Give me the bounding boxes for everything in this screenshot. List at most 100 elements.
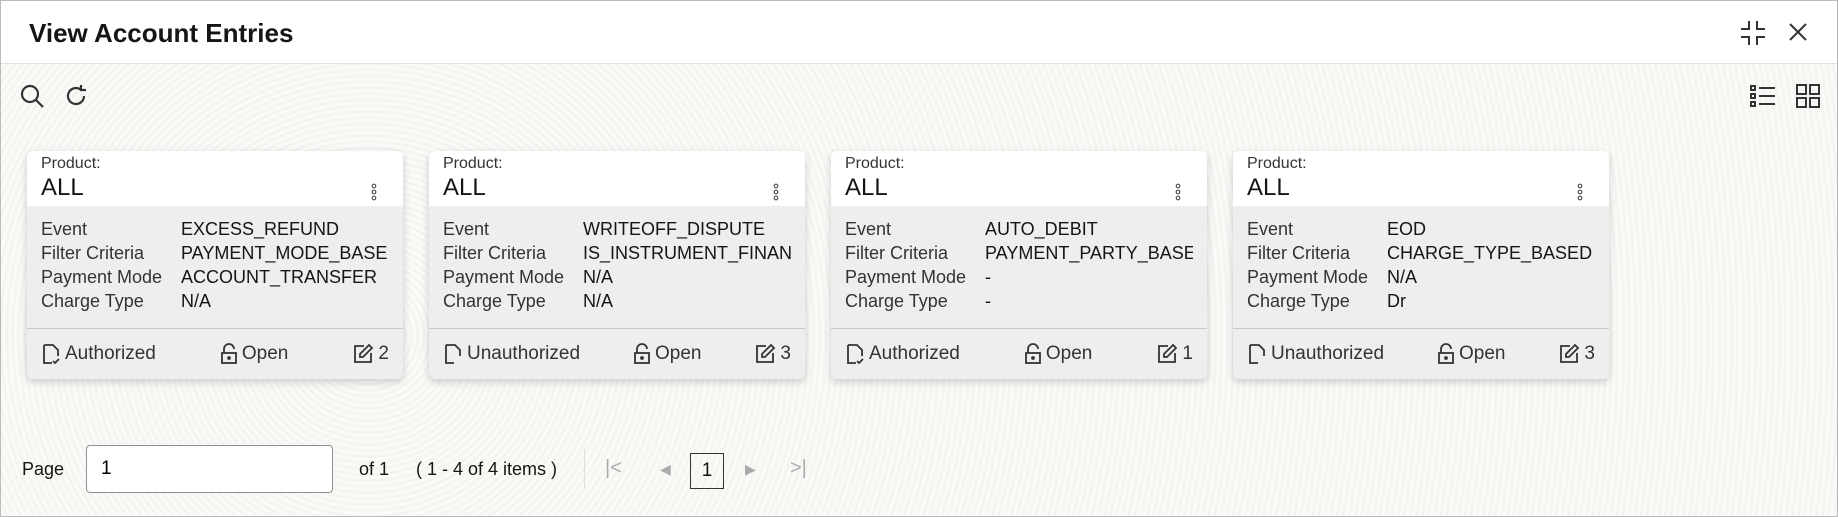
field-label: Event xyxy=(1247,219,1294,239)
detail-row: Payment Mode N/A xyxy=(443,265,791,289)
detail-row: Event EXCESS_REFUND xyxy=(41,217,389,241)
page-label: Page xyxy=(22,459,65,479)
edit-icon xyxy=(1158,343,1178,363)
product-value: ALL xyxy=(845,174,888,201)
field-value: EXCESS_REFUND xyxy=(181,219,340,239)
field-value: ACCOUNT_TRANSFER xyxy=(181,267,378,287)
more-options-icon[interactable] xyxy=(773,183,779,201)
edit-count[interactable]: 2 xyxy=(352,343,389,365)
field-label: Filter Criteria xyxy=(1247,243,1351,263)
detail-row: Charge Type Dr xyxy=(1247,289,1595,313)
first-page-icon[interactable]: |< xyxy=(605,457,622,479)
detail-row: Charge Type N/A xyxy=(443,289,791,313)
field-value: Dr xyxy=(1387,291,1406,311)
card-details: Event WRITEOFF_DISPUTE Filter Criteria IS_I… xyxy=(429,206,805,329)
minimize-icon[interactable] xyxy=(1739,19,1767,47)
field-label: Event xyxy=(443,219,490,239)
field-value: IS_INSTRUMENT_FINAN xyxy=(583,243,791,263)
field-label: Charge Type xyxy=(845,291,948,311)
search-icon[interactable] xyxy=(19,83,45,109)
detail-row: Filter Criteria CHARGE_TYPE_BASED xyxy=(1247,241,1595,265)
document-status-icon xyxy=(43,344,60,365)
refresh-icon[interactable] xyxy=(63,83,89,109)
field-label: Charge Type xyxy=(443,291,546,311)
field-value: N/A xyxy=(1387,267,1418,287)
field-label: Filter Criteria xyxy=(41,243,145,263)
field-value: WRITEOFF_DISPUTE xyxy=(583,219,766,239)
account-entry-card[interactable]: Product: ALL Event WRITEOFF_DISPUTE Filter… xyxy=(429,151,805,379)
product-label: Product: xyxy=(845,155,905,172)
account-entry-card[interactable]: Product: ALL Event EOD Filter Criteria CHAR… xyxy=(1233,151,1609,379)
field-label: Filter Criteria xyxy=(443,243,547,263)
field-value: CHARGE_TYPE_BASED xyxy=(1387,243,1593,263)
more-options-icon[interactable] xyxy=(1175,183,1181,201)
edit-icon xyxy=(1560,343,1580,363)
field-value: - xyxy=(985,291,991,311)
list-view-icon[interactable] xyxy=(1749,83,1777,109)
product-value: ALL xyxy=(41,174,84,201)
field-value: PAYMENT_MODE_BASE xyxy=(181,243,388,263)
field-label: Payment Mode xyxy=(1247,267,1369,287)
divider xyxy=(584,449,585,489)
field-label: Event xyxy=(41,219,88,239)
more-options-icon[interactable] xyxy=(1577,183,1583,201)
more-options-icon[interactable] xyxy=(371,183,377,201)
unlock-icon xyxy=(220,343,237,364)
field-value: EOD xyxy=(1387,219,1427,239)
field-label: Filter Criteria xyxy=(845,243,949,263)
previous-page-icon[interactable]: ◀ xyxy=(660,461,671,477)
last-page-icon[interactable]: >| xyxy=(790,457,807,479)
lock-status: Open xyxy=(220,343,288,365)
field-value: AUTO_DEBIT xyxy=(985,219,1098,239)
detail-row: Event AUTO_DEBIT xyxy=(845,217,1193,241)
close-icon[interactable] xyxy=(1785,19,1811,45)
status-badge: Authorized xyxy=(41,343,156,365)
field-label: Payment Mode xyxy=(443,267,565,287)
status-badge: Authorized xyxy=(845,343,960,365)
product-value: ALL xyxy=(1247,174,1290,201)
edit-count[interactable]: 3 xyxy=(754,343,791,365)
unlock-icon xyxy=(634,343,650,364)
current-page-button[interactable]: 1 xyxy=(690,453,724,489)
product-label: Product: xyxy=(443,155,503,172)
document-status-icon xyxy=(847,344,864,365)
page-title: View Account Entries xyxy=(29,18,294,48)
grid-view-icon[interactable] xyxy=(1795,83,1821,109)
unlock-icon xyxy=(1024,343,1041,364)
next-page-icon[interactable]: ▶ xyxy=(745,461,756,477)
detail-row: Charge Type N/A xyxy=(41,289,389,313)
lock-status: Open xyxy=(633,343,701,365)
card-details: Event EOD Filter Criteria CHARGE_TYPE_BASED… xyxy=(1233,206,1609,329)
account-entry-card[interactable]: Product: ALL Event AUTO_DEBIT Filter Crite… xyxy=(831,151,1207,379)
detail-row: Event EOD xyxy=(1247,217,1595,241)
detail-row: Filter Criteria PAYMENT_PARTY_BASE xyxy=(845,241,1193,265)
items-range: ( 1 - 4 of 4 items ) xyxy=(416,459,558,479)
detail-row: Charge Type - xyxy=(845,289,1193,313)
edit-count[interactable]: 3 xyxy=(1558,343,1595,365)
status-badge: Unauthorized xyxy=(443,343,580,365)
lock-status: Open xyxy=(1024,343,1092,365)
field-label: Charge Type xyxy=(41,291,144,311)
field-label: Payment Mode xyxy=(41,267,163,287)
unlock-icon xyxy=(1438,343,1454,364)
account-entry-card[interactable]: Product: ALL Event EXCESS_REFUND Filter Cr… xyxy=(27,151,403,379)
field-value: N/A xyxy=(181,291,212,311)
card-details: Event EXCESS_REFUND Filter Criteria PAYMENT… xyxy=(27,206,403,329)
field-value: - xyxy=(985,267,991,287)
product-label: Product: xyxy=(1247,155,1307,172)
detail-row: Filter Criteria PAYMENT_MODE_BASE xyxy=(41,241,389,265)
field-value: N/A xyxy=(583,291,614,311)
title-bar: View Account Entries xyxy=(1,1,1837,64)
document-status-icon xyxy=(1249,344,1265,364)
detail-row: Payment Mode N/A xyxy=(1247,265,1595,289)
page-input[interactable] xyxy=(86,445,333,493)
field-value: N/A xyxy=(583,267,614,287)
field-label: Charge Type xyxy=(1247,291,1350,311)
product-value: ALL xyxy=(443,174,486,201)
document-status-icon xyxy=(445,344,461,364)
lock-status: Open xyxy=(1437,343,1505,365)
edit-count[interactable]: 1 xyxy=(1156,343,1193,365)
detail-row: Payment Mode - xyxy=(845,265,1193,289)
product-label: Product: xyxy=(41,155,101,172)
card-details: Event AUTO_DEBIT Filter Criteria PAYMENT_PA… xyxy=(831,206,1207,329)
